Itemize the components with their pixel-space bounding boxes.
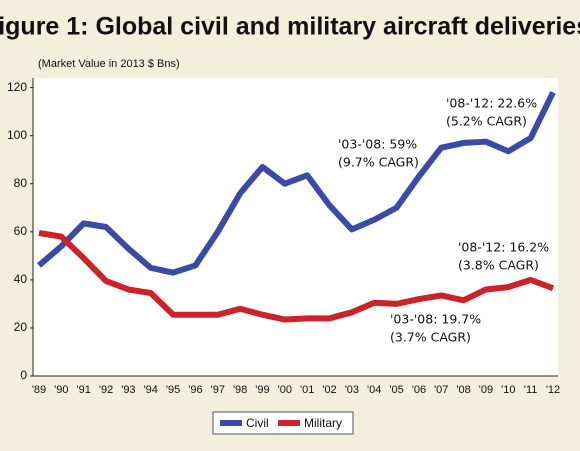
x-tick-label: '06 [412, 384, 426, 396]
x-tick-label: '01 [300, 384, 314, 396]
x-tick-label: '89 [32, 384, 46, 396]
legend-swatch [278, 420, 300, 426]
x-tick-label: '07 [434, 384, 448, 396]
legend-swatch [220, 420, 242, 426]
y-tick-label: 0 [20, 368, 27, 382]
x-tick-label: '97 [211, 384, 225, 396]
x-tick-label: '98 [233, 384, 247, 396]
chart-subtitle: (Market Value in 2013 $ Bns) [38, 58, 180, 70]
annotation: '03-'08: 59% [338, 137, 417, 152]
x-tick-label: '05 [389, 384, 403, 396]
annotation: '08-'12: 16.2% [458, 240, 549, 255]
chart-title: Figure 1: Global civil and military airc… [0, 13, 580, 41]
x-tick-label: '99 [255, 384, 269, 396]
x-tick-label: '11 [524, 384, 538, 396]
x-tick-label: '90 [54, 384, 68, 396]
x-tick-label: '93 [121, 384, 135, 396]
y-tick-label: 40 [14, 272, 28, 286]
x-tick-label: '94 [144, 384, 158, 396]
annotation: (5.2% CAGR) [446, 114, 527, 129]
annotation: (9.7% CAGR) [338, 155, 419, 170]
series-line [37, 91, 556, 276]
x-tick-label: '95 [166, 384, 180, 396]
y-tick-label: 120 [7, 80, 27, 94]
x-tick-label: '03 [345, 384, 359, 396]
annotation: (3.7% CAGR) [390, 330, 471, 345]
series-line [38, 230, 555, 323]
y-tick-label: 100 [7, 128, 27, 142]
x-tick-label: '09 [479, 384, 493, 396]
annotation: '03-'08: 19.7% [390, 312, 481, 327]
annotation: '08-'12: 22.6% [446, 96, 537, 111]
x-tick-label: '91 [77, 384, 91, 396]
x-tick-label: '04 [367, 384, 381, 396]
y-tick-label: 80 [14, 176, 28, 190]
x-tick-label: '96 [188, 384, 202, 396]
legend-label: Civil [246, 416, 269, 430]
annotation: (3.8% CAGR) [458, 258, 539, 273]
y-tick-label: 20 [14, 320, 28, 334]
legend-label: Military [304, 416, 342, 430]
x-tick-label: '10 [501, 384, 515, 396]
x-tick-label: '08 [456, 384, 470, 396]
x-tick-label: '92 [99, 384, 113, 396]
y-tick-label: 60 [14, 224, 28, 238]
plot-area [33, 78, 558, 376]
x-tick-label: '00 [278, 384, 292, 396]
x-tick-label: '12 [546, 384, 560, 396]
x-tick-label: '02 [322, 384, 336, 396]
